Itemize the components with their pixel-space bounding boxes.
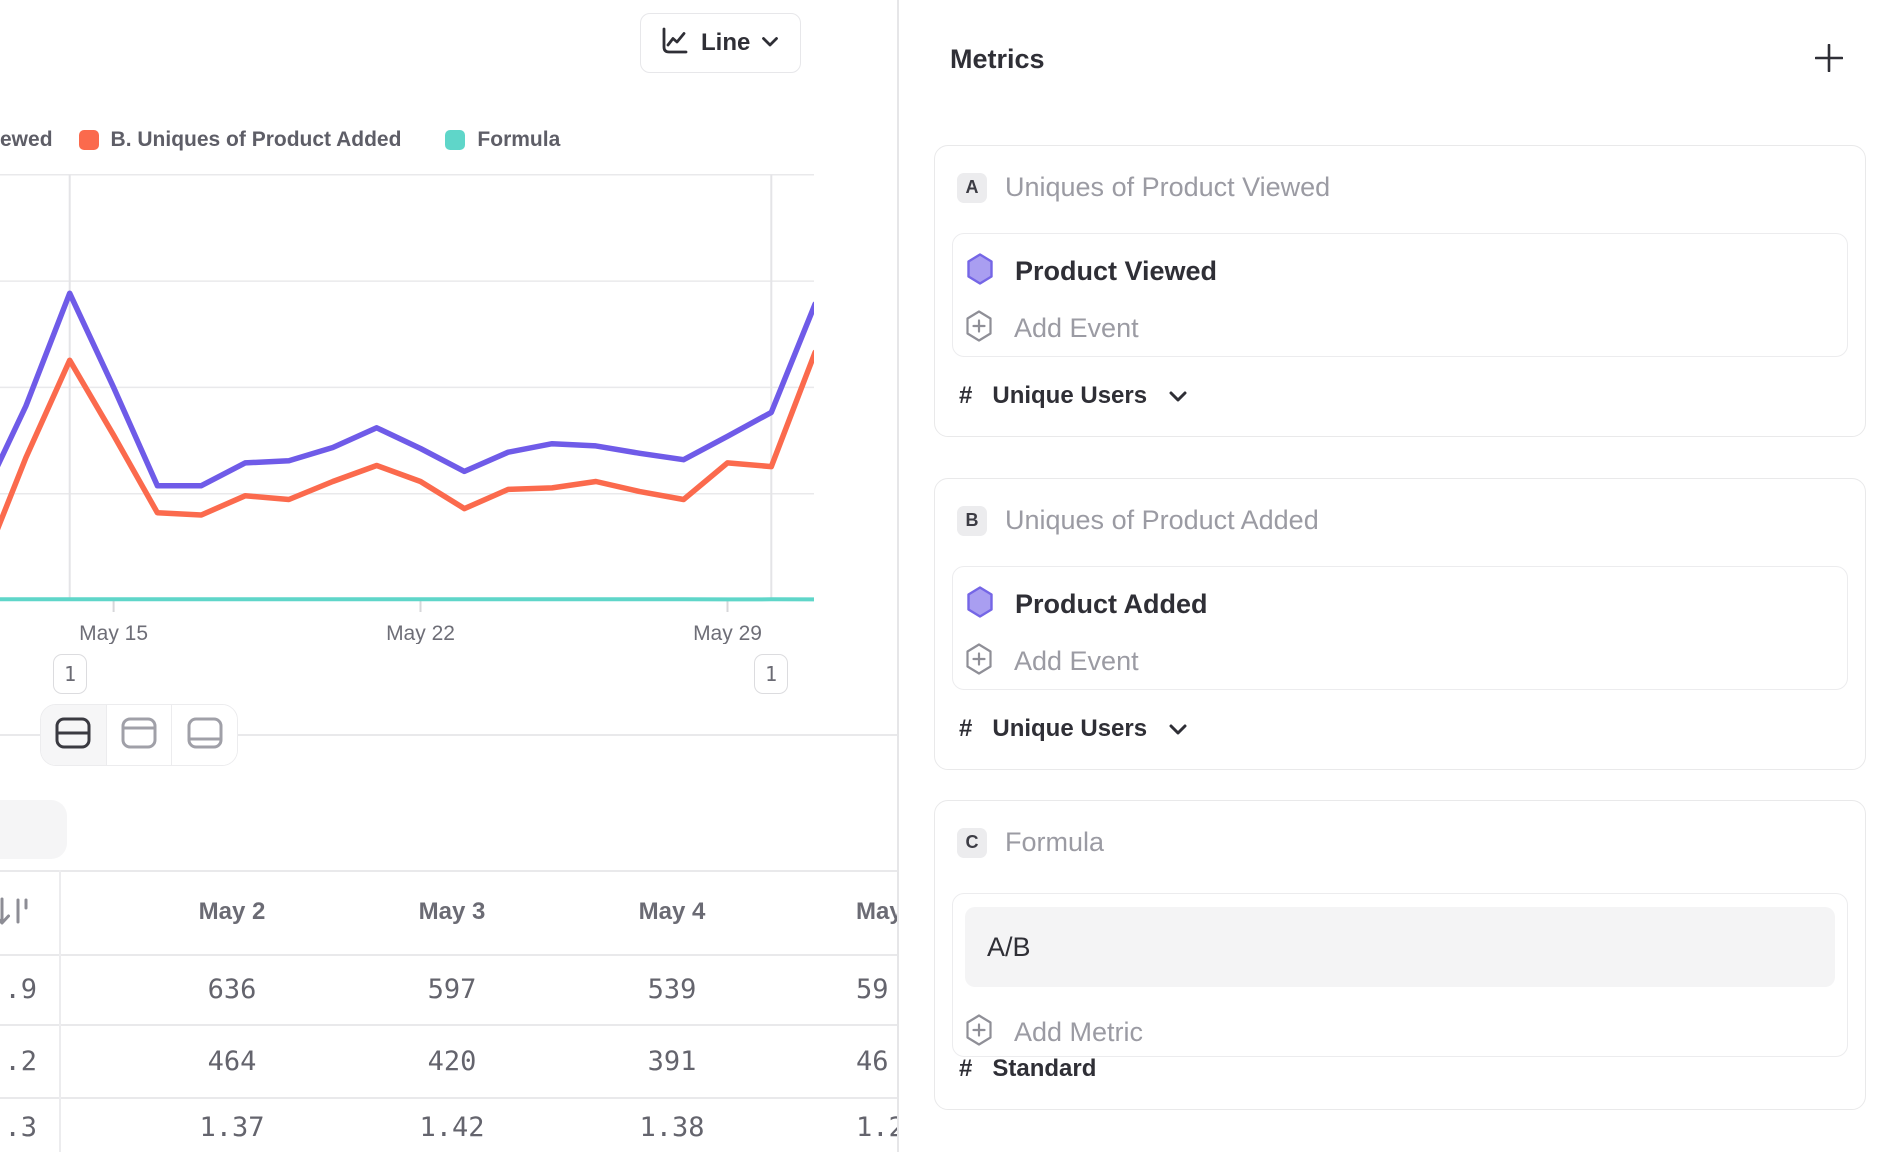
table-border <box>0 870 897 872</box>
table-cell-fragment: .3 <box>4 1111 37 1143</box>
table-cell: 539 <box>647 974 697 1005</box>
split-rows-layout-button[interactable] <box>41 705 106 765</box>
event-row-product-viewed[interactable]: Product Viewed <box>967 246 1833 296</box>
bottom-panel-layout-button[interactable] <box>171 705 237 765</box>
top-panel-icon <box>120 716 158 755</box>
table-cell: 1.38 <box>639 1111 705 1143</box>
table-cell-cut: 1.2 <box>856 1111 897 1143</box>
metrics-panel-title: Metrics <box>950 44 1045 74</box>
chart-type-dropdown[interactable]: Line <box>640 13 802 73</box>
hexagon-plus-icon <box>966 642 992 681</box>
event-hexagon-icon <box>967 252 993 290</box>
panel-divider <box>897 0 899 1152</box>
chart-legend: ewed B. Uniques of Product Added Formula <box>0 126 560 154</box>
event-row-product-added[interactable]: Product Added <box>967 579 1833 629</box>
number-sign-icon: # <box>959 382 973 409</box>
hexagon-plus-icon <box>966 309 992 348</box>
layout-toggle-group <box>40 704 238 766</box>
table-cell: 1.42 <box>419 1111 485 1143</box>
legend-swatch-orange <box>78 130 99 150</box>
formula-input[interactable]: A/B <box>965 907 1835 987</box>
metric-card-a: A Uniques of Product Viewed Product View… <box>934 145 1866 437</box>
add-metric-button[interactable]: Add Metric <box>966 1010 1833 1054</box>
line-chart-icon <box>659 26 689 61</box>
split-rows-icon <box>54 716 92 755</box>
number-sign-icon: # <box>959 1055 973 1082</box>
metric-letter-badge: A <box>957 172 987 203</box>
event-hexagon-icon <box>967 585 993 623</box>
metric-card-header: C Formula <box>957 827 1104 858</box>
sort-descending-icon[interactable] <box>0 895 32 934</box>
metric-letter-badge: B <box>957 505 987 536</box>
table-cell: 464 <box>207 1045 257 1077</box>
annotation-badge[interactable]: 1 <box>53 654 87 694</box>
event-list: Product Added Add Event <box>952 566 1848 690</box>
annotation-badge[interactable]: 1 <box>754 654 788 694</box>
chevron-down-icon <box>762 34 779 52</box>
legend-item-b[interactable]: B. Uniques of Product Added <box>78 128 401 152</box>
table-border <box>0 1097 897 1099</box>
table-border <box>0 1024 897 1026</box>
event-list: Product Viewed Add Event <box>952 233 1848 357</box>
table-cell: 636 <box>207 974 257 1005</box>
table-cell-cut: 59 <box>856 974 889 1005</box>
svg-text:May 22: May 22 <box>386 622 455 644</box>
measure-dropdown[interactable]: # Standard <box>959 1055 1097 1082</box>
top-panel-layout-button[interactable] <box>105 705 172 765</box>
metric-title[interactable]: Formula <box>1005 827 1105 857</box>
table-cell: 597 <box>427 974 477 1005</box>
line-chart-plot[interactable]: May 15 May 22 May 29 <box>0 174 814 644</box>
legend-swatch-teal <box>445 130 466 150</box>
table-column-divider <box>59 870 61 1152</box>
table-border <box>0 954 897 956</box>
metric-card-header: A Uniques of Product Viewed <box>957 172 1330 203</box>
table-cell: 391 <box>647 1045 697 1077</box>
table-cell-fragment: .2 <box>4 1045 37 1077</box>
table-header-may3[interactable]: May 3 <box>418 898 486 925</box>
formula-editor: A/B Add Metric <box>952 893 1848 1057</box>
chevron-down-icon <box>1169 391 1187 402</box>
legend-item-formula[interactable]: Formula <box>445 128 560 152</box>
metric-letter-badge: C <box>957 827 987 858</box>
bottom-panel-icon <box>186 716 224 755</box>
add-event-button[interactable]: Add Event <box>966 639 1833 683</box>
table-cell: 420 <box>427 1045 477 1077</box>
number-sign-icon: # <box>959 715 973 742</box>
add-metric-plus-button[interactable] <box>1814 43 1844 77</box>
metrics-panel: Metrics A Uniques of Product Viewed <box>899 0 1898 1152</box>
measure-dropdown[interactable]: # Unique Users <box>959 711 1187 747</box>
svg-text:May 15: May 15 <box>79 622 148 644</box>
metric-card-c: C Formula A/B Add Metric <box>934 800 1866 1110</box>
table-cell-cut: 46 <box>856 1045 889 1077</box>
table-cell: 1.37 <box>199 1111 265 1143</box>
plus-icon <box>1814 43 1844 77</box>
table-series-chip-cut[interactable] <box>0 800 67 859</box>
metric-title[interactable]: Uniques of Product Viewed <box>1005 172 1331 202</box>
chart-type-label: Line <box>701 29 751 56</box>
section-divider <box>0 734 897 736</box>
metric-card-b: B Uniques of Product Added Product Added <box>934 478 1866 770</box>
chart-report-region: Line ewed B. Uniques of Product Added Fo… <box>0 0 897 1152</box>
table-cell-fragment: .9 <box>4 974 37 1005</box>
table-header-may2[interactable]: May 2 <box>198 898 266 925</box>
metric-title[interactable]: Uniques of Product Added <box>1005 505 1319 535</box>
measure-dropdown[interactable]: # Unique Users <box>959 378 1187 414</box>
legend-item-a-cut[interactable]: ewed <box>0 128 53 151</box>
metric-card-header: B Uniques of Product Added <box>957 505 1319 536</box>
hexagon-plus-icon <box>966 1013 992 1052</box>
table-header-may4[interactable]: May 4 <box>638 898 706 925</box>
svg-text:May 29: May 29 <box>693 622 762 644</box>
add-event-button[interactable]: Add Event <box>966 306 1833 350</box>
table-header-cut[interactable]: May <box>856 898 897 925</box>
chevron-down-icon <box>1169 724 1187 735</box>
